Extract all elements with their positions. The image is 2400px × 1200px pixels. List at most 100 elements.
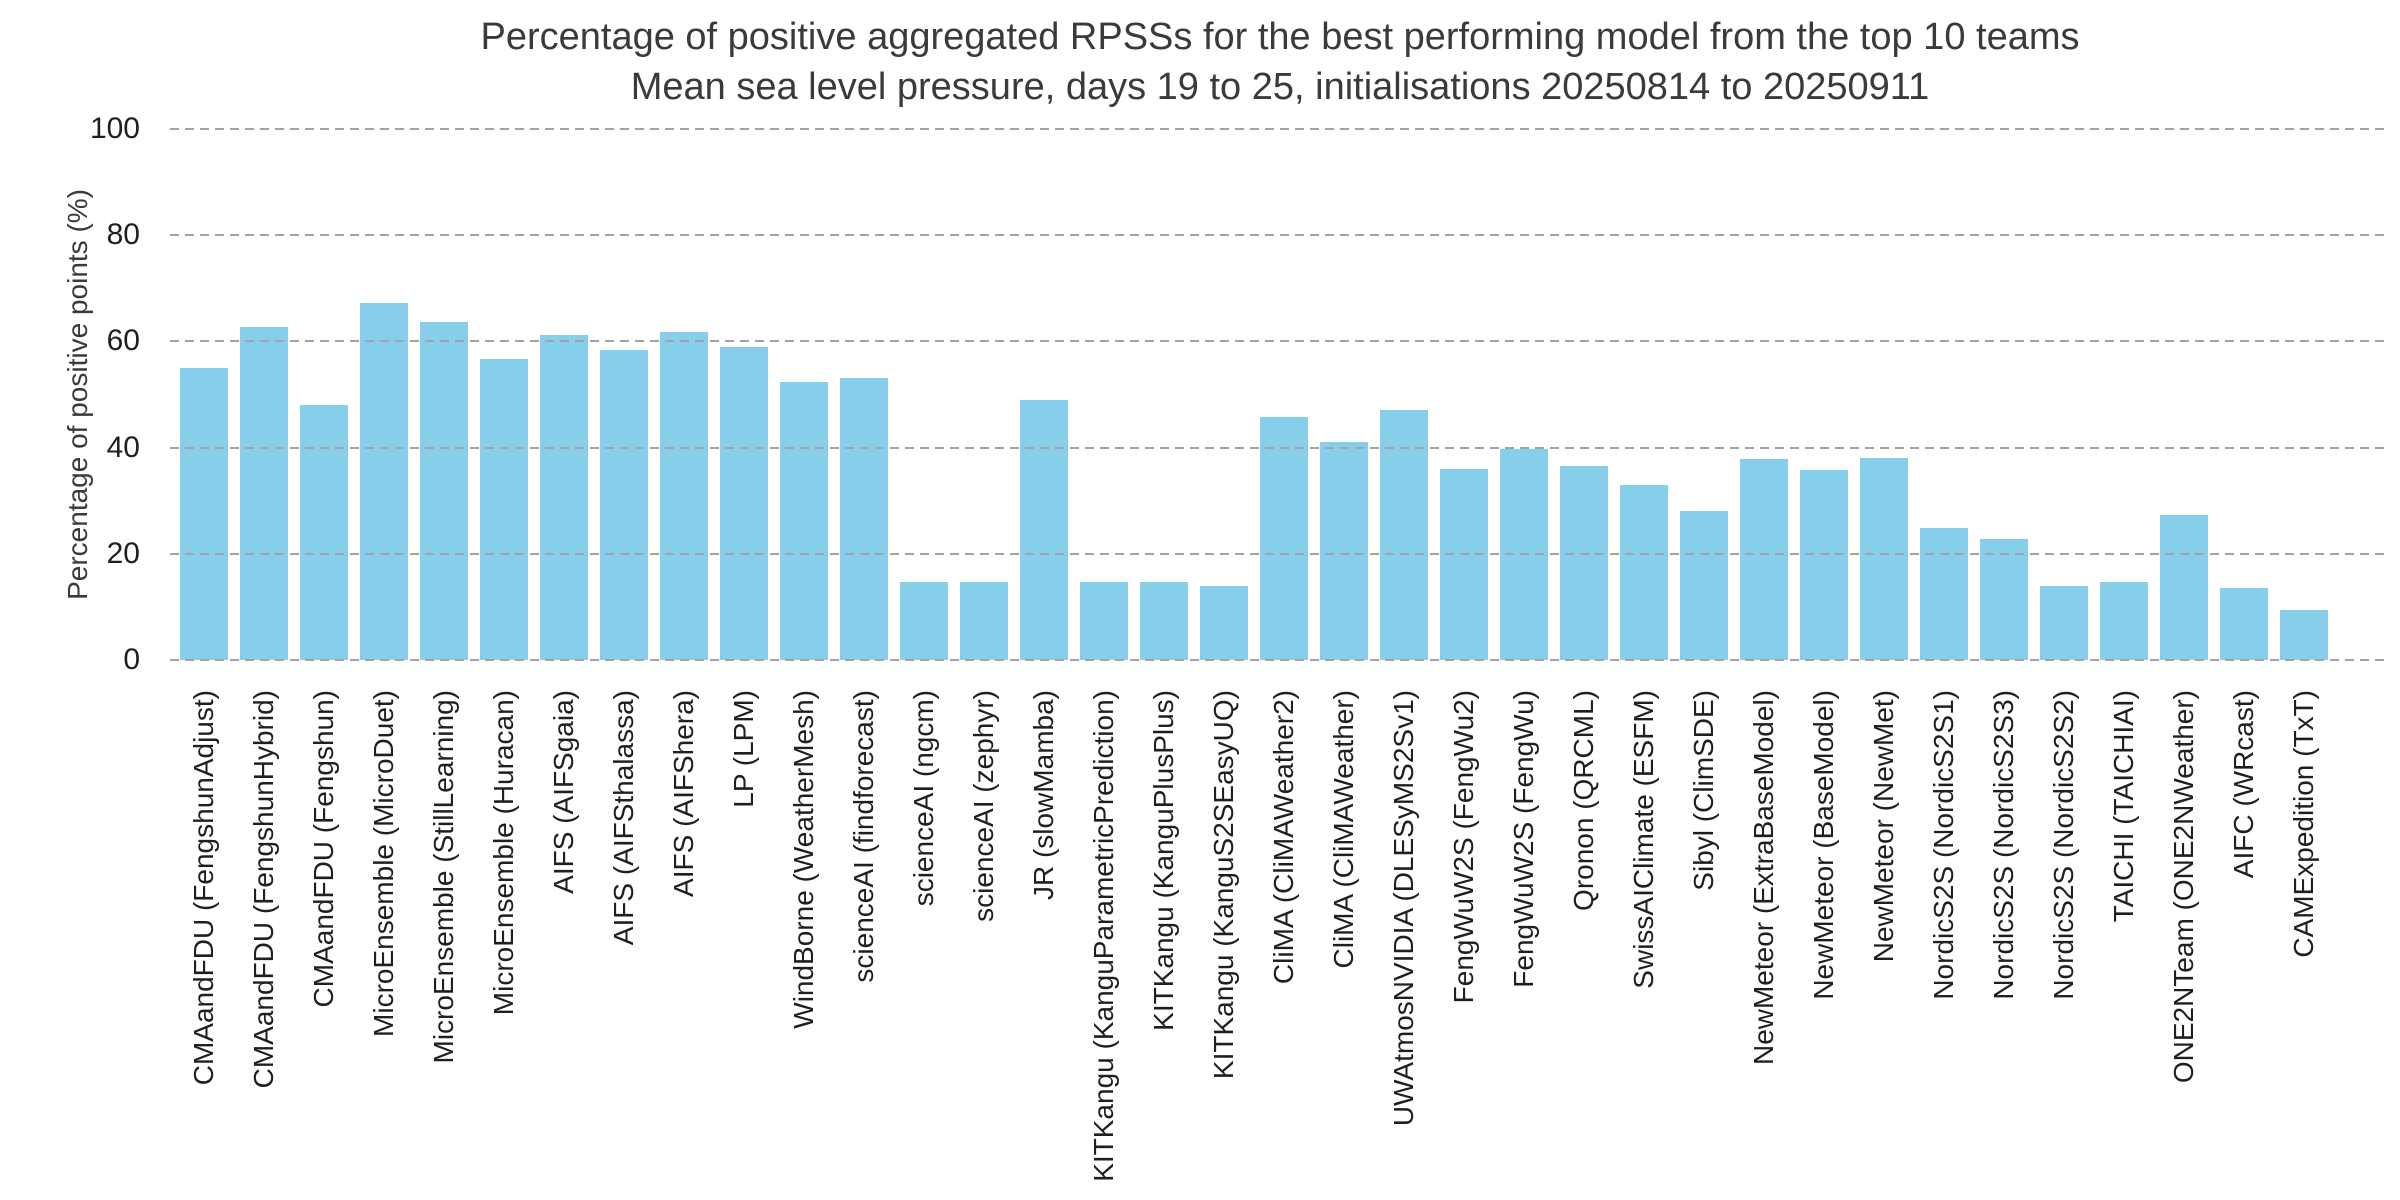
x-tick-label-text: MicroEnsemble (Huracan) <box>488 690 519 1016</box>
x-tick-label: CAMExpedition (TxT) <box>2284 690 2324 958</box>
x-tick-label-text: NewMeteor (BaseModel) <box>1808 690 1839 1000</box>
x-tick-label: NewMeteor (BaseModel) <box>1804 690 1844 1000</box>
x-tick-label: Qronon (QRCML) <box>1564 690 1604 911</box>
x-tick-label: CMAandFDU (FengshunHybrid) <box>244 690 284 1088</box>
bar <box>900 582 948 660</box>
x-tick-label-text: ONE2NTeam (ONE2NWeather) <box>2168 690 2199 1084</box>
x-tick-label-text: NewMeteor (ExtraBaseModel) <box>1748 690 1779 1066</box>
x-tick-label: CMAandFDU (FengshunAdjust) <box>184 690 224 1085</box>
bar <box>720 346 768 660</box>
y-tick-label: 20 <box>106 536 140 570</box>
x-tick-label: NewMeteor (ExtraBaseModel) <box>1744 690 1784 1065</box>
x-tick-label-text: FengWuW2S (FengWu) <box>1508 690 1539 988</box>
bar <box>960 582 1008 660</box>
x-tick-label: CliMA (CliMAWeather2) <box>1264 690 1304 984</box>
gridline <box>170 659 2390 661</box>
bar <box>480 358 528 660</box>
x-tick-label-text: NordicS2S (NordicS2S2) <box>2048 690 2079 1000</box>
chart-title-block: Percentage of positive aggregated RPSSs … <box>170 12 2390 112</box>
x-tick-label-text: WindBorne (WeatherMesh) <box>788 690 819 1029</box>
bar <box>300 405 348 660</box>
plot-area <box>170 128 2390 661</box>
bar <box>2220 588 2268 660</box>
x-tick-label-text: MicroEnsemble (MicroDuet) <box>368 690 399 1037</box>
bar <box>660 331 708 660</box>
x-tick-label: scienceAI (zephyr) <box>964 690 1004 922</box>
bar <box>1080 582 1128 660</box>
y-axis-title-box: Percentage of positive points (%) <box>52 129 104 660</box>
gridline <box>170 234 2390 237</box>
y-tick-label: 60 <box>106 324 140 358</box>
x-tick-label: scienceAI (findforecast) <box>844 690 884 983</box>
x-tick-label: CMAandFDU (Fengshun) <box>304 690 344 1007</box>
gridline <box>170 128 2390 130</box>
x-tick-label: NordicS2S (NordicS2S1) <box>1924 690 1964 1000</box>
x-tick-label-text: FengWuW2S (FengWu2) <box>1448 690 1479 1004</box>
bar <box>1140 582 1188 660</box>
bar <box>1320 442 1368 660</box>
x-tick-label-text: CAMExpedition (TxT) <box>2288 690 2319 958</box>
y-tick-label: 100 <box>89 112 140 145</box>
bar <box>1740 459 1788 660</box>
x-tick-label: NewMeteor (NewMet) <box>1864 690 1904 962</box>
x-tick-label: FengWuW2S (FengWu2) <box>1444 690 1484 1003</box>
x-tick-label-text: NordicS2S (NordicS2S1) <box>1928 690 1959 1000</box>
bar <box>1260 417 1308 660</box>
bar <box>1560 466 1608 660</box>
x-tick-label: FengWuW2S (FengWu) <box>1504 690 1544 988</box>
x-tick-label-text: scienceAI (zephyr) <box>968 690 999 922</box>
x-tick-label-text: AIFS (AIFSthalassa) <box>608 690 639 946</box>
y-tick-label: 0 <box>123 643 140 676</box>
bar <box>1620 484 1668 660</box>
x-tick-label-text: KITKangu (KanguPlusPlus) <box>1148 690 1179 1031</box>
x-tick-label-text: NewMeteor (NewMet) <box>1868 690 1899 963</box>
bar <box>1020 399 1068 660</box>
x-tick-label-text: CliMA (CliMAWeather2) <box>1268 690 1299 985</box>
x-tick-label: JR (slowMamba) <box>1024 690 1064 900</box>
bar <box>180 367 228 660</box>
gridline <box>170 340 2390 343</box>
x-tick-label: UWAtmosNVIDIA (DLESyMS2Sv1) <box>1384 690 1424 1126</box>
x-tick-label-text: CliMA (CliMAWeather) <box>1328 690 1359 969</box>
x-tick-label-text: UWAtmosNVIDIA (DLESyMS2Sv1) <box>1388 690 1419 1127</box>
x-tick-label-text: JR (slowMamba) <box>1028 690 1059 901</box>
x-tick-label: NordicS2S (NordicS2S2) <box>2044 690 2084 1000</box>
gridline <box>170 446 2390 449</box>
y-tick-label: 40 <box>106 430 140 464</box>
chart-title: Percentage of positive aggregated RPSSs … <box>480 16 2080 58</box>
bar <box>1680 511 1728 660</box>
x-tick-label: AIFS (AIFSgaia) <box>544 690 584 894</box>
x-tick-label-text: CMAandFDU (FengshunHybrid) <box>248 690 279 1089</box>
x-tick-label: WindBorne (WeatherMesh) <box>784 690 824 1029</box>
x-tick-label-text: scienceAI (findforecast) <box>848 690 879 983</box>
bar <box>600 349 648 660</box>
bar <box>2160 514 2208 660</box>
bar <box>840 377 888 660</box>
x-tick-label: KITKangu (KanguS2SEasyUQ) <box>1204 690 1244 1079</box>
x-tick-label: AIFS (AIFSthalassa) <box>604 690 644 945</box>
x-tick-label-text: TAICHI (TAICHIAI) <box>2108 690 2139 923</box>
x-tick-label: KITKangu (KanguParametricPrediction) <box>1084 690 1124 1182</box>
bar <box>1980 539 2028 660</box>
bar <box>540 335 588 660</box>
x-tick-label-text: Sibyl (ClimSDE) <box>1688 690 1719 891</box>
x-tick-label: NordicS2S (NordicS2S3) <box>1984 690 2024 1000</box>
x-tick-label: MicroEnsemble (Huracan) <box>484 690 524 1015</box>
x-tick-label: MicroEnsemble (StillLearning) <box>424 690 464 1063</box>
x-tick-label: AIFC (WRcast) <box>2224 690 2264 878</box>
x-tick-label: ONE2NTeam (ONE2NWeather) <box>2164 690 2204 1083</box>
bar <box>1380 410 1428 660</box>
bar <box>780 382 828 660</box>
x-tick-label-text: MicroEnsemble (StillLearning) <box>428 690 459 1064</box>
bar <box>2280 609 2328 660</box>
x-tick-label-text: NordicS2S (NordicS2S3) <box>1988 690 2019 1000</box>
x-tick-label-text: Qronon (QRCML) <box>1568 690 1599 911</box>
bar <box>1440 468 1488 660</box>
x-tick-label-text: CMAandFDU (Fengshun) <box>308 690 339 1008</box>
bar <box>2040 586 2088 660</box>
bar <box>1800 469 1848 660</box>
x-tick-label-text: CMAandFDU (FengshunAdjust) <box>188 690 219 1086</box>
bar <box>240 326 288 660</box>
x-tick-label: Sibyl (ClimSDE) <box>1684 690 1724 891</box>
